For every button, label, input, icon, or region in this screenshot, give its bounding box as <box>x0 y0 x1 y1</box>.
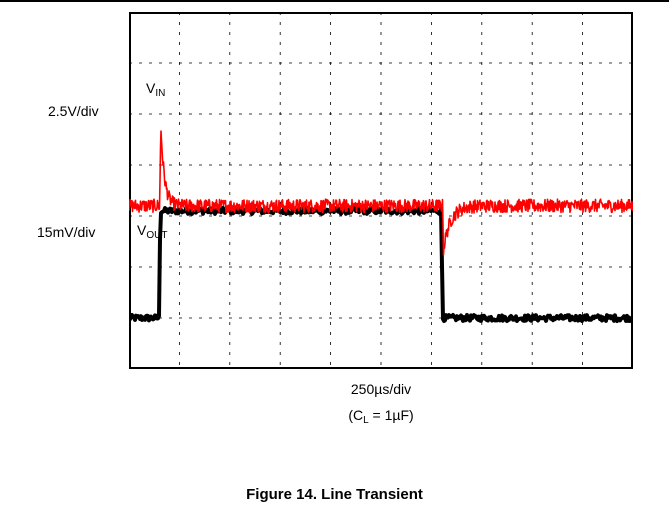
vout-trace <box>129 130 633 256</box>
vout-label-sub: OUT <box>146 230 168 241</box>
vout-trace-label: VOUT <box>137 222 167 241</box>
vin-label-sub: IN <box>155 88 166 99</box>
vin-scale-label: 2.5V/div <box>48 103 99 119</box>
cap-suffix: = 1µF) <box>368 407 414 423</box>
vout-label-main: V <box>137 222 147 238</box>
grid <box>129 12 633 369</box>
vin-trace-label: VIN <box>146 80 165 99</box>
traces <box>129 130 633 323</box>
vout-scale-label: 15mV/div <box>37 224 96 240</box>
capacitance-note: (CL = 1µF) <box>129 407 633 426</box>
oscilloscope-plot <box>129 12 633 369</box>
plot-svg <box>129 12 633 369</box>
top-rule <box>0 0 669 2</box>
vin-label-main: V <box>146 80 156 96</box>
figure-caption: Figure 14. Line Transient <box>246 486 423 503</box>
cap-sub: L <box>363 415 369 426</box>
time-scale-label: 250µs/div <box>350 381 412 397</box>
cap-prefix: (C <box>348 407 364 423</box>
